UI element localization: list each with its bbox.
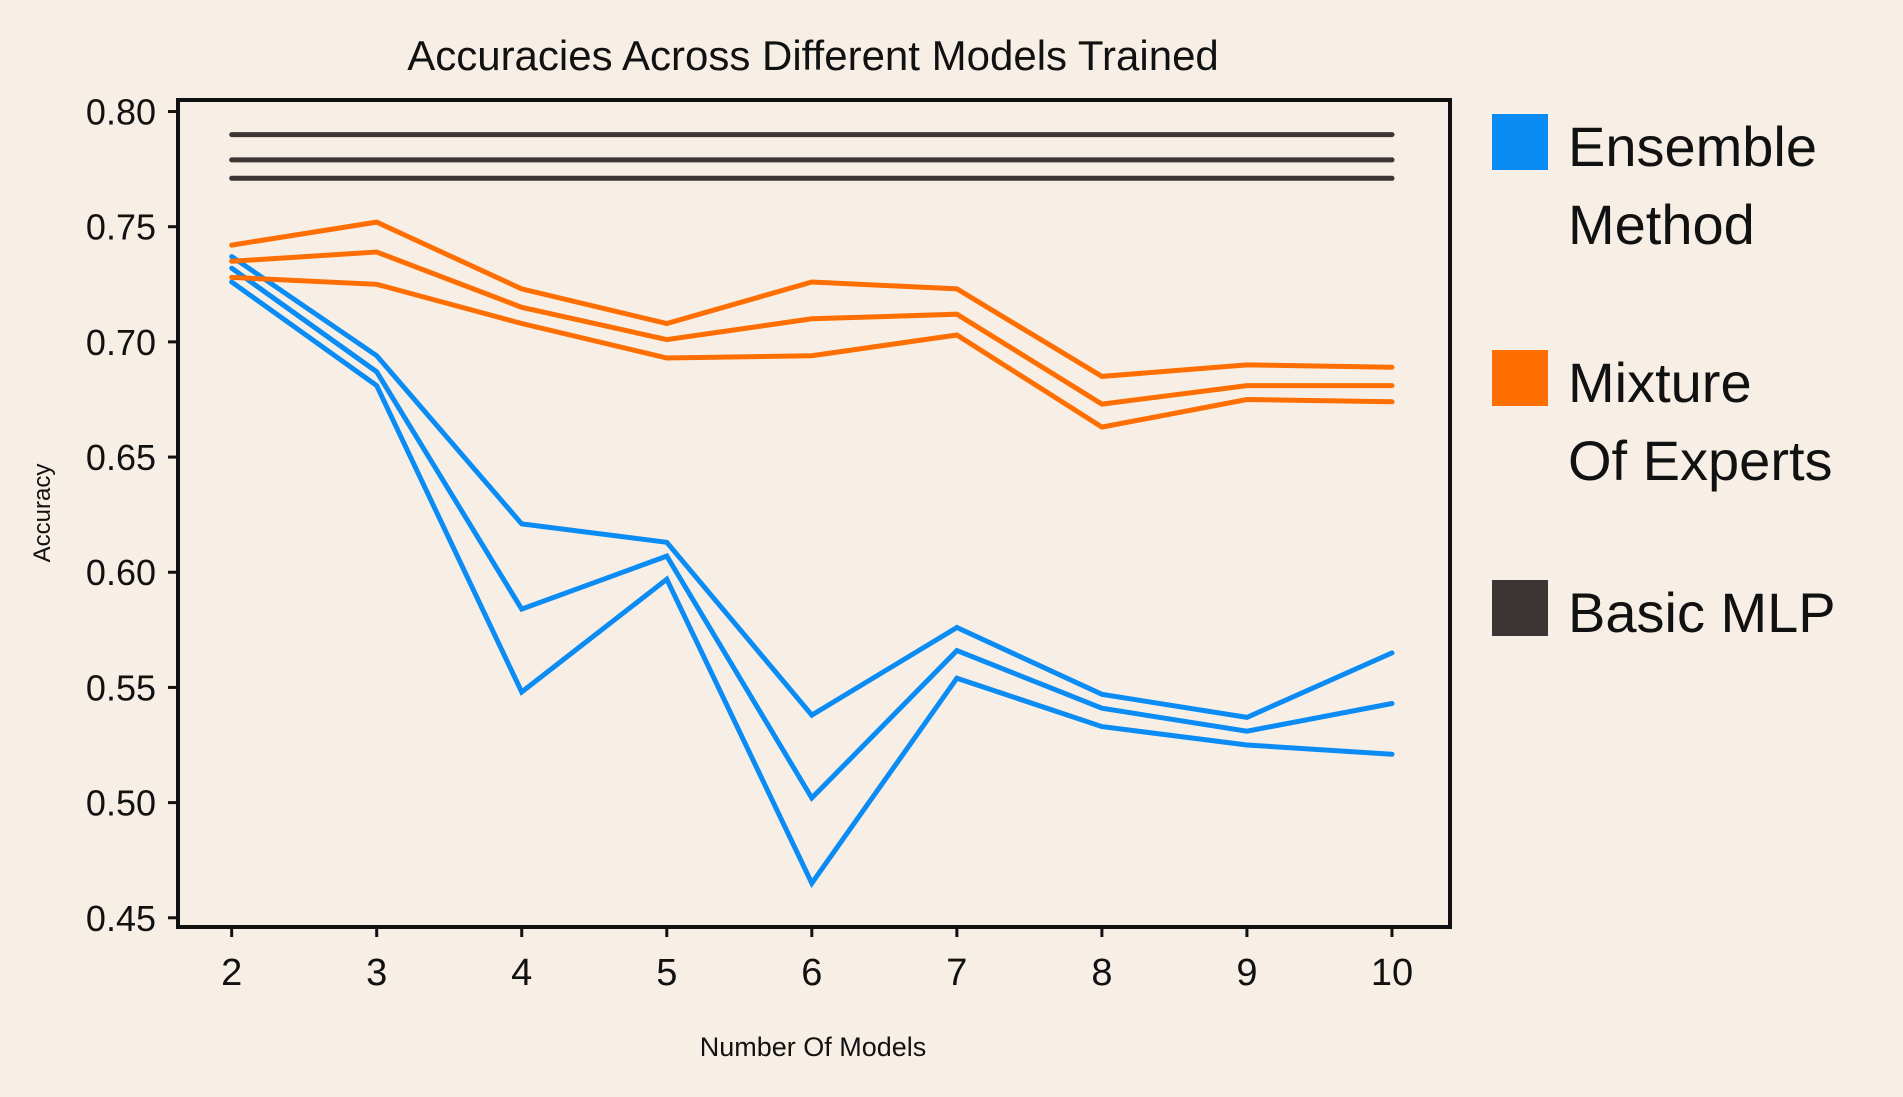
legend-item-ensemble: Ensemble Method (1492, 108, 1817, 264)
legend-label-ensemble: Ensemble Method (1568, 115, 1818, 256)
x-tick-label: 2 (221, 952, 242, 994)
chart-title: Accuracies Across Different Models Train… (407, 32, 1219, 79)
x-tick-label: 8 (1091, 952, 1112, 994)
legend-swatch-ensemble (1492, 114, 1548, 170)
x-tick-label: 5 (656, 952, 677, 994)
legend-swatch-mlp (1492, 580, 1548, 636)
y-tick-label: 0.75 (86, 207, 156, 248)
series-line-moe-1 (229, 219, 1395, 379)
y-tick-label: 0.55 (86, 667, 156, 708)
y-tick-label: 0.70 (86, 322, 156, 363)
series-line-ensemble-1 (229, 254, 1395, 720)
x-axis-label: Number Of Models (700, 1032, 927, 1062)
series-lines (229, 132, 1395, 889)
legend-swatch-moe (1492, 350, 1548, 406)
x-axis-ticks: 2 3 4 5 6 7 8 9 10 (221, 927, 1413, 994)
series-line-ensemble-3 (229, 279, 1395, 889)
x-tick-label: 10 (1371, 952, 1413, 994)
series-line-moe-3 (229, 274, 1395, 430)
x-tick-label: 9 (1236, 952, 1257, 994)
y-tick-label: 0.50 (86, 783, 156, 824)
plot-frame (176, 98, 1452, 929)
x-tick-label: 7 (946, 952, 967, 994)
y-axis-ticks: 0.45 0.50 0.55 0.60 0.65 0.70 0.75 0.80 (86, 92, 178, 939)
legend-item-mlp: Basic MLP (1492, 574, 1836, 652)
y-tick-label: 0.65 (86, 437, 156, 478)
x-tick-label: 6 (801, 952, 822, 994)
x-tick-label: 3 (366, 952, 387, 994)
y-axis-label: Accuracy (29, 464, 56, 563)
series-line-moe-2 (229, 249, 1395, 407)
legend-label-mlp: Basic MLP (1568, 581, 1836, 644)
y-tick-label: 0.60 (86, 552, 156, 593)
x-tick-label: 4 (511, 952, 532, 994)
y-tick-label: 0.45 (86, 898, 156, 939)
series-line-ensemble-2 (229, 265, 1395, 803)
legend-label-moe: Mixture Of Experts (1568, 351, 1833, 492)
legend-item-moe: Mixture Of Experts (1492, 344, 1833, 500)
y-tick-label: 0.80 (86, 92, 156, 133)
